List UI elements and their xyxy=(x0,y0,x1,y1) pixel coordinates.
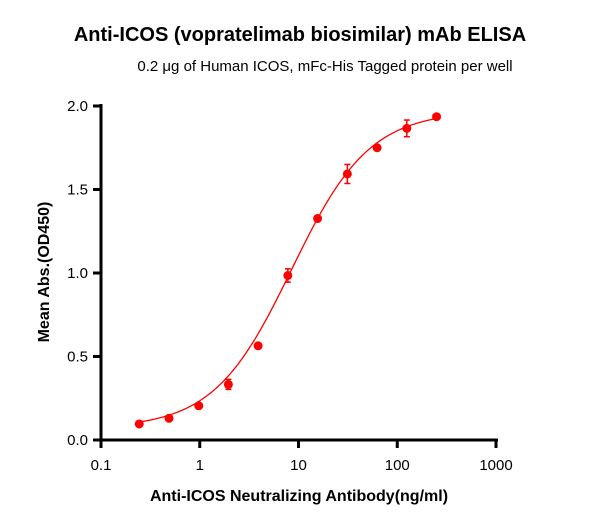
data-point xyxy=(402,123,412,133)
data-point xyxy=(283,271,293,281)
y-tick-label: 1.5 xyxy=(67,182,88,199)
data-point xyxy=(313,214,323,224)
x-tick-label: 1000 xyxy=(479,457,512,474)
x-tick-label: 1 xyxy=(196,457,204,474)
x-tick-label: 100 xyxy=(385,457,410,474)
data-point xyxy=(164,413,174,423)
y-tick-label: 1.0 xyxy=(67,265,88,282)
data-point xyxy=(223,379,233,389)
data-point xyxy=(134,419,144,429)
y-axis-label: Mean Abs.(OD450) xyxy=(36,202,53,343)
data-point xyxy=(342,169,352,179)
chart-subtitle: 0.2 μg of Human ICOS, mFc-His Tagged pro… xyxy=(137,58,513,75)
x-tick-label: 0.1 xyxy=(91,457,112,474)
x-axis-label: Anti-ICOS Neutralizing Antibody(ng/ml) xyxy=(150,488,448,505)
data-point xyxy=(432,112,442,122)
data-point xyxy=(194,401,204,411)
chart-title: Anti-ICOS (vopratelimab biosimilar) mAb … xyxy=(73,24,527,46)
y-tick-label: 2.0 xyxy=(67,98,88,115)
y-tick-label: 0.5 xyxy=(67,349,88,366)
data-point xyxy=(253,341,263,351)
data-point xyxy=(372,143,382,153)
x-tick-label: 10 xyxy=(290,457,307,474)
y-tick-label: 0.0 xyxy=(67,432,88,449)
